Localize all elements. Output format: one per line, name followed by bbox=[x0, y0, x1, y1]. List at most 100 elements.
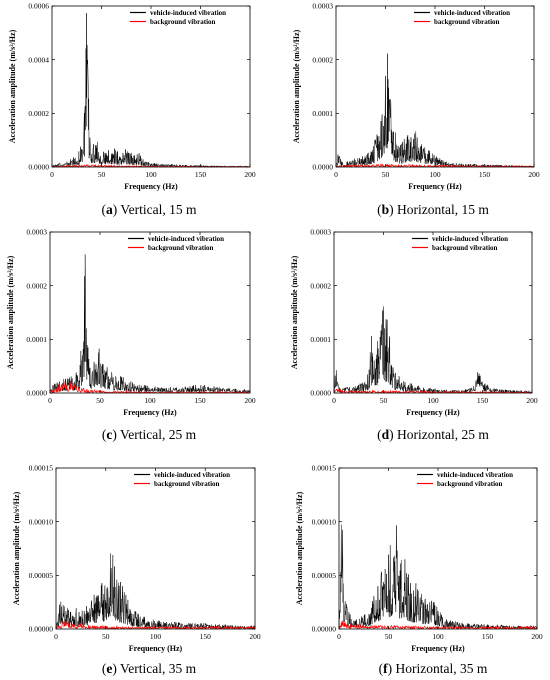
legend-entry: background vibration bbox=[432, 244, 498, 252]
series-line-vehicle bbox=[333, 306, 533, 394]
x-tick-label: 0 bbox=[334, 170, 338, 179]
y-tick-label: 0.0003 bbox=[26, 228, 47, 237]
panel-caption: (c) Vertical, 25 m bbox=[102, 427, 197, 442]
x-tick-label: 150 bbox=[194, 396, 206, 405]
y-tick-label: 0.0001 bbox=[312, 109, 333, 118]
x-tick-label: 200 bbox=[531, 632, 543, 641]
x-axis-label: Frequency (Hz) bbox=[123, 408, 177, 417]
series-line-vehicle bbox=[51, 13, 250, 168]
x-axis-label: Frequency (Hz) bbox=[411, 644, 465, 653]
legend-entry: vehicle-induced vibration bbox=[437, 471, 513, 479]
y-tick-label: 0.0001 bbox=[310, 335, 331, 344]
x-tick-label: 50 bbox=[102, 632, 110, 641]
x-tick-label: 0 bbox=[50, 170, 54, 179]
y-tick-label: 0.0002 bbox=[312, 55, 333, 64]
panel-caption: (f) Horizontal, 35 m bbox=[379, 661, 488, 676]
y-axis-label: Acceleration amplitude (m/s²/Hz) bbox=[8, 29, 17, 143]
x-tick-label: 50 bbox=[385, 632, 393, 641]
y-tick-label: 0.0006 bbox=[28, 2, 49, 11]
x-tick-label: 200 bbox=[244, 396, 256, 405]
x-tick-label: 50 bbox=[380, 396, 388, 405]
y-tick-label: 0.00000 bbox=[29, 625, 54, 634]
chart-panel-c: 0 50 100 150 200 0.0000 0.0001 0.0002 0.0003 Freq… bbox=[6, 228, 256, 442]
x-tick-label: 200 bbox=[528, 170, 540, 179]
chart-panel-f: 0 50 100 150 200 0.00000 0.00005 0.00010 0.00015… bbox=[295, 464, 543, 676]
y-tick-label: 0.0003 bbox=[312, 2, 333, 11]
x-axis-label: Frequency (Hz) bbox=[124, 182, 178, 191]
series-line-vehicle bbox=[338, 524, 538, 630]
y-tick-label: 0.0002 bbox=[310, 281, 331, 290]
y-tick-label: 0.0000 bbox=[28, 163, 49, 172]
x-tick-label: 200 bbox=[244, 170, 256, 179]
x-tick-label: 100 bbox=[150, 632, 162, 641]
y-tick-label: 0.00000 bbox=[312, 625, 337, 634]
panel-caption: (d) Horizontal, 25 m bbox=[377, 427, 489, 442]
plot-frame bbox=[338, 467, 538, 630]
panel-caption: (a) Vertical, 15 m bbox=[102, 202, 197, 217]
y-axis-label: Acceleration amplitude (m/s²/Hz) bbox=[292, 29, 301, 143]
x-tick-label: 100 bbox=[432, 632, 444, 641]
x-axis-label: Frequency (Hz) bbox=[406, 408, 460, 417]
x-tick-label: 150 bbox=[200, 632, 212, 641]
x-tick-label: 0 bbox=[48, 396, 52, 405]
panel-caption: (b) Horizontal, 15 m bbox=[377, 202, 489, 217]
x-tick-label: 0 bbox=[337, 632, 341, 641]
y-tick-label: 0.0002 bbox=[26, 281, 47, 290]
chart-panel-d: 0 50 100 150 200 0.0000 0.0001 0.0002 0.0003 Freq… bbox=[290, 228, 538, 442]
x-axis-label: Frequency (Hz) bbox=[408, 182, 462, 191]
x-tick-label: 100 bbox=[144, 396, 156, 405]
y-tick-label: 0.00010 bbox=[29, 517, 54, 526]
x-axis-label: Frequency (Hz) bbox=[129, 644, 183, 653]
legend-entry: vehicle-induced vibration bbox=[154, 471, 230, 479]
series-line-vehicle bbox=[335, 53, 535, 168]
legend-entry: vehicle-induced vibration bbox=[148, 235, 224, 243]
x-tick-label: 50 bbox=[382, 170, 390, 179]
x-tick-label: 50 bbox=[96, 396, 104, 405]
legend-entry: background vibration bbox=[437, 480, 503, 488]
legend-entry: vehicle-induced vibration bbox=[432, 235, 508, 243]
x-tick-label: 150 bbox=[479, 170, 491, 179]
series-line-vehicle bbox=[55, 553, 256, 630]
y-axis-label: Acceleration amplitude (m/s²/Hz) bbox=[12, 491, 21, 605]
x-tick-label: 150 bbox=[477, 396, 489, 405]
y-tick-label: 0.0001 bbox=[26, 335, 47, 344]
x-tick-label: 150 bbox=[195, 170, 207, 179]
y-tick-label: 0.0000 bbox=[26, 389, 47, 398]
y-tick-label: 0.0000 bbox=[312, 163, 333, 172]
x-tick-label: 100 bbox=[145, 170, 157, 179]
plot-frame bbox=[51, 5, 251, 168]
y-axis-label: Acceleration amplitude (m/s²/Hz) bbox=[295, 491, 304, 605]
legend-entry: vehicle-induced vibration bbox=[150, 9, 226, 17]
y-tick-label: 0.00015 bbox=[312, 464, 337, 473]
x-tick-label: 100 bbox=[429, 170, 441, 179]
x-tick-label: 0 bbox=[54, 632, 58, 641]
plot-frame bbox=[333, 231, 533, 394]
y-tick-label: 0.0000 bbox=[310, 389, 331, 398]
y-tick-label: 0.00010 bbox=[312, 517, 337, 526]
y-axis-label: Acceleration amplitude (m/s²/Hz) bbox=[290, 255, 299, 369]
series-line-vehicle bbox=[49, 254, 251, 394]
chart-panel-a: 0 50 100 150 200 0.0000 0.0002 0.0004 0.0006 Freq… bbox=[8, 2, 256, 217]
y-axis-label: Acceleration amplitude (m/s²/Hz) bbox=[6, 255, 15, 369]
y-tick-label: 0.00005 bbox=[312, 571, 337, 580]
chart-panel-e: 0 50 100 150 200 0.00000 0.00005 0.00010 0.00015… bbox=[12, 464, 261, 676]
chart-panel-b: 0 50 100 150 200 0.0000 0.0001 0.0002 0.0003 Freq… bbox=[292, 2, 540, 217]
plot-frame bbox=[55, 467, 256, 630]
plot-frame bbox=[335, 5, 535, 168]
legend-entry: background vibration bbox=[434, 18, 500, 26]
legend-entry: vehicle-induced vibration bbox=[434, 9, 510, 17]
y-tick-label: 0.0004 bbox=[28, 55, 49, 64]
legend-entry: background vibration bbox=[148, 244, 214, 252]
y-tick-label: 0.00015 bbox=[29, 464, 54, 473]
legend-entry: background vibration bbox=[154, 480, 220, 488]
legend-entry: background vibration bbox=[150, 18, 216, 26]
y-tick-label: 0.0003 bbox=[310, 228, 331, 237]
y-tick-label: 0.0002 bbox=[28, 109, 49, 118]
x-tick-label: 100 bbox=[427, 396, 439, 405]
panel-caption: (e) Vertical, 35 m bbox=[102, 661, 197, 676]
x-tick-label: 200 bbox=[526, 396, 538, 405]
x-tick-label: 200 bbox=[249, 632, 261, 641]
x-tick-label: 50 bbox=[98, 170, 106, 179]
x-tick-label: 150 bbox=[482, 632, 494, 641]
